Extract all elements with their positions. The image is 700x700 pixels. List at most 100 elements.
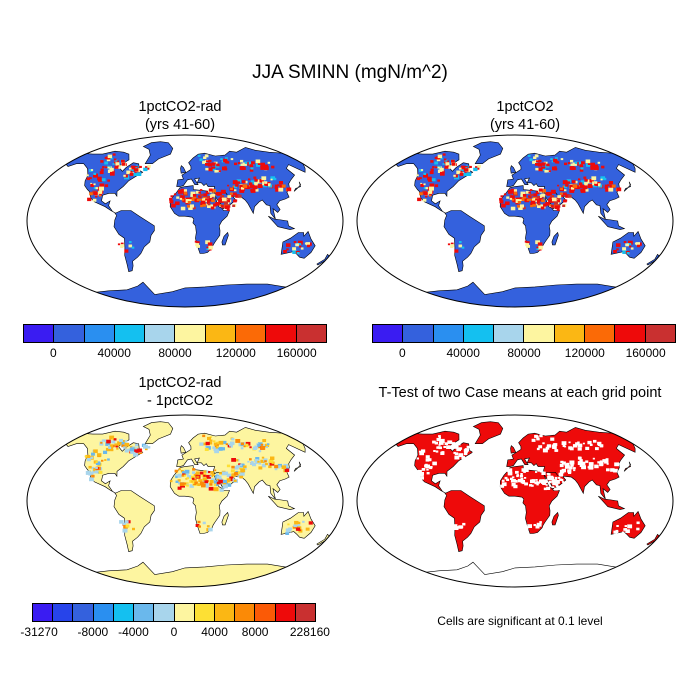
grid-cell xyxy=(553,166,557,169)
grid-cell xyxy=(216,478,220,481)
grid-cell xyxy=(292,247,297,251)
grid-cell xyxy=(216,203,219,206)
grid-cell xyxy=(113,438,117,441)
grid-cell xyxy=(191,471,196,474)
grid-cell xyxy=(98,190,103,194)
figure-title: JJA SMINN (mgN/m^2) xyxy=(252,62,448,83)
grid-cell xyxy=(616,525,619,527)
grid-cell xyxy=(84,455,87,458)
grid-cell xyxy=(422,198,427,202)
grid-cell xyxy=(432,440,436,444)
grid-cell xyxy=(226,208,230,211)
grid-cell xyxy=(552,200,556,203)
grid-cell xyxy=(597,441,602,446)
grid-cell xyxy=(100,160,104,163)
grid-cell xyxy=(217,191,222,196)
grid-cell xyxy=(267,443,270,446)
grid-cell xyxy=(568,471,572,474)
grid-cell xyxy=(260,446,266,450)
grid-cell xyxy=(239,196,242,199)
grid-cell xyxy=(440,171,445,176)
grid-cell xyxy=(587,184,593,188)
continent-greenland xyxy=(472,141,504,164)
grid-cell xyxy=(107,154,113,159)
grid-cell xyxy=(591,176,597,181)
grid-cell xyxy=(183,474,187,477)
grid-cell xyxy=(249,164,254,168)
grid-cell xyxy=(92,198,97,202)
grid-cell xyxy=(549,197,552,199)
grid-cell xyxy=(420,182,423,185)
grid-cell xyxy=(207,204,212,208)
grid-cell xyxy=(219,204,222,206)
grid-cell xyxy=(454,174,458,178)
grid-cell xyxy=(501,203,506,208)
grid-cell xyxy=(89,177,92,180)
grid-cell xyxy=(542,168,546,171)
grid-cell xyxy=(210,471,214,475)
grid-cell xyxy=(214,170,218,173)
grid-cell xyxy=(554,476,558,479)
grid-cell xyxy=(423,187,427,189)
grid-cell xyxy=(227,195,232,199)
grid-cell xyxy=(560,158,564,161)
grid-cell xyxy=(429,186,434,191)
grid-cell xyxy=(537,199,541,202)
grid-cell xyxy=(579,164,584,168)
grid-cell xyxy=(208,162,211,165)
grid-cell xyxy=(572,184,578,188)
grid-cell xyxy=(625,529,630,533)
colorbar-diff-tick-label: 228160 xyxy=(289,625,330,639)
grid-cell xyxy=(114,443,119,447)
grid-cell xyxy=(99,171,104,175)
grid-cell xyxy=(458,525,463,529)
grid-cell xyxy=(227,199,230,203)
grid-cell xyxy=(186,473,189,476)
grid-cell xyxy=(535,471,538,473)
grid-cell xyxy=(524,240,528,243)
grid-cell xyxy=(535,525,540,529)
grid-cell xyxy=(431,178,436,182)
grid-cell xyxy=(523,468,529,472)
grid-cell xyxy=(239,189,245,193)
grid-cell xyxy=(133,452,138,457)
continent-indonesia xyxy=(598,215,626,230)
grid-cell xyxy=(534,154,539,158)
grid-cell xyxy=(255,461,258,464)
grid-cell xyxy=(611,184,616,188)
grid-cell xyxy=(306,244,311,248)
grid-cell xyxy=(439,167,444,172)
grid-cell xyxy=(216,484,219,486)
grid-cell xyxy=(539,470,543,473)
colorbar-ctl-swatch xyxy=(645,325,675,342)
grid-cell xyxy=(134,449,138,452)
grid-cell xyxy=(538,245,544,250)
grid-cell xyxy=(283,250,287,253)
continent-uk xyxy=(180,165,187,174)
grid-cell xyxy=(179,482,185,486)
grid-cell xyxy=(532,199,536,202)
grid-cell xyxy=(195,524,200,527)
grid-cell xyxy=(213,440,216,443)
grid-cell xyxy=(88,465,92,469)
grid-cell xyxy=(505,469,508,472)
grid-cell xyxy=(578,178,581,181)
grid-cell xyxy=(186,205,191,208)
grid-cell xyxy=(277,184,280,187)
grid-cell xyxy=(555,483,559,486)
grid-cell xyxy=(240,163,244,166)
grid-cell xyxy=(593,166,599,171)
grid-cell xyxy=(453,526,459,530)
grid-cell xyxy=(214,483,218,487)
map-outline xyxy=(26,134,344,308)
grid-cell xyxy=(124,174,128,178)
grid-cell xyxy=(130,165,135,169)
grid-cell xyxy=(630,247,634,250)
grid-cell xyxy=(499,200,504,204)
grid-cell xyxy=(204,154,209,158)
grid-cell xyxy=(126,520,131,524)
grid-cell xyxy=(527,154,531,157)
panel-title-ttest: T-Test of two Case means at each grid po… xyxy=(345,384,695,402)
grid-cell xyxy=(213,203,217,207)
grid-cell xyxy=(143,444,148,449)
